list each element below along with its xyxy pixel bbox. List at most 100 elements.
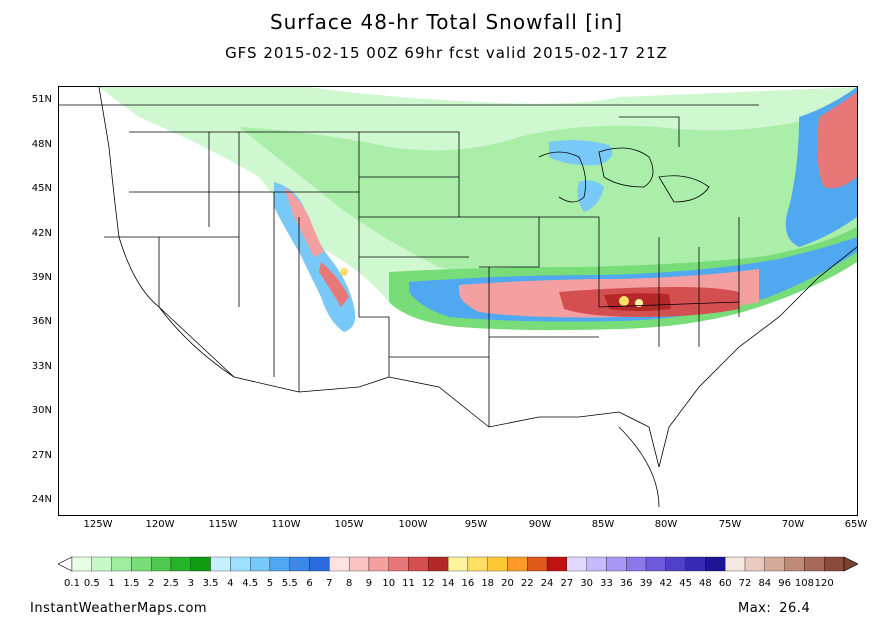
- colorbar-swatch: [586, 556, 607, 572]
- lon-label-85w: 85W: [591, 519, 615, 530]
- max-value: 26.4: [779, 601, 811, 616]
- colorbar-swatch: [824, 556, 845, 572]
- colorbar-swatch: [230, 556, 251, 572]
- colorbar-label: 96: [778, 578, 791, 589]
- colorbar-label: 12: [421, 578, 435, 589]
- colorbar: [58, 556, 858, 572]
- colorbar-swatch: [348, 556, 370, 572]
- lat-label-45n: 45N: [31, 183, 52, 194]
- map-panel: [58, 86, 858, 516]
- colorbar-label: 14: [441, 578, 455, 589]
- colorbar-swatch: [725, 556, 746, 572]
- colorbar-swatch: [368, 556, 389, 572]
- colorbar-swatch: [705, 556, 726, 572]
- colorbar-label: 72: [738, 578, 752, 589]
- lat-label-24n: 24N: [31, 494, 52, 505]
- lon-label-90w: 90W: [528, 519, 552, 530]
- source-credit: InstantWeatherMaps.com: [30, 601, 208, 616]
- colorbar-swatch: [190, 556, 211, 572]
- colorbar-label: 7: [326, 578, 333, 589]
- colorbar-label: 3.5: [202, 578, 219, 589]
- lat-label-33n: 33N: [31, 361, 52, 372]
- colorbar-label: 10: [382, 578, 396, 589]
- lat-label-39n: 39N: [31, 272, 52, 283]
- colorbar-swatch: [170, 556, 191, 572]
- colorbar-swatch: [250, 556, 271, 572]
- colorbar-label: 11: [402, 578, 415, 589]
- lat-label-30n: 30N: [31, 405, 52, 416]
- colorbar-label: 3: [187, 578, 194, 589]
- colorbar-swatch: [151, 556, 172, 572]
- colorbar-swatch: [764, 556, 785, 572]
- colorbar-label: 4: [227, 578, 234, 589]
- colorbar-label: 36: [619, 578, 633, 589]
- colorbar-label: 6: [306, 578, 313, 589]
- lat-label-36n: 36N: [31, 316, 52, 327]
- colorbar-swatch: [527, 556, 548, 572]
- lat-label-51n: 51N: [31, 94, 52, 105]
- colorbar-label: 42: [659, 578, 673, 589]
- colorbar-label: 5: [266, 578, 274, 589]
- colorbar-label: 108: [794, 578, 814, 589]
- lon-label-75w: 75W: [718, 519, 742, 530]
- colorbar-swatch: [645, 556, 666, 572]
- lat-label-48n: 48N: [31, 139, 52, 150]
- lon-label-80w: 80W: [654, 519, 678, 530]
- colorbar-swatch: [784, 556, 805, 572]
- lon-label-125w: 125W: [83, 519, 113, 530]
- colorbar-swatch: [744, 556, 765, 572]
- lon-label-95w: 95W: [464, 519, 488, 530]
- lat-label-27n: 27N: [31, 450, 52, 461]
- colorbar-label: 1.5: [123, 578, 140, 589]
- colorbar-swatch: [329, 556, 350, 572]
- colorbar-label: 9: [365, 578, 373, 589]
- lon-label-100w: 100W: [398, 519, 428, 530]
- map-subtitle: GFS 2015-02-15 00Z 69hr fcst valid 2015-…: [225, 44, 668, 62]
- colorbar-label: 0.5: [83, 578, 100, 589]
- colorbar-swatch: [804, 556, 825, 572]
- lon-label-120w: 120W: [145, 519, 175, 530]
- lon-label-65w: 65W: [844, 519, 868, 530]
- colorbar-swatch: [289, 556, 310, 572]
- colorbar-swatch: [309, 556, 330, 572]
- colorbar-arrow-high: [843, 556, 858, 572]
- colorbar-label: 27: [560, 578, 574, 589]
- boundaries: [59, 87, 857, 508]
- colorbar-label: 60: [718, 578, 732, 589]
- colorbar-swatch: [111, 556, 132, 572]
- colorbar-swatch: [408, 556, 429, 572]
- colorbar-label: 5.5: [281, 578, 298, 589]
- colorbar-arrow-low: [58, 556, 73, 572]
- colorbar-label: 45: [679, 578, 693, 589]
- colorbar-label: 2: [147, 578, 155, 589]
- colorbar-label: 48: [699, 578, 712, 589]
- colorbar-label: 84: [758, 578, 772, 589]
- snowfall-map: [59, 87, 857, 508]
- colorbar-label: 8: [345, 578, 353, 589]
- max-readout: Max: 26.4: [738, 601, 810, 616]
- colorbar-swatch: [388, 556, 409, 572]
- colorbar-swatch: [447, 556, 469, 572]
- colorbar-label: 1: [108, 578, 115, 589]
- colorbar-swatch: [507, 556, 528, 572]
- colorbar-swatch: [626, 556, 647, 572]
- colorbar-label: 0.1: [64, 578, 80, 589]
- colorbar-swatch: [606, 556, 627, 572]
- colorbar-label: 24: [540, 578, 554, 589]
- colorbar-swatch: [685, 556, 706, 572]
- colorbar-swatch: [566, 556, 587, 572]
- lon-label-70w: 70W: [781, 519, 805, 530]
- max-label: Max:: [738, 601, 772, 616]
- lon-label-110w: 110W: [271, 519, 301, 530]
- colorbar-swatch: [665, 556, 686, 572]
- colorbar-label: 2.5: [163, 578, 179, 589]
- colorbar-label: 120: [814, 578, 834, 589]
- colorbar-swatch: [131, 556, 152, 572]
- colorbar-swatch: [546, 556, 568, 572]
- colorbar-swatch: [467, 556, 488, 572]
- colorbar-label: 30: [580, 578, 594, 589]
- colorbar-label: 33: [600, 578, 613, 589]
- colorbar-label: 22: [520, 578, 534, 589]
- lon-label-105w: 105W: [334, 519, 364, 530]
- lon-label-115w: 115W: [208, 519, 238, 530]
